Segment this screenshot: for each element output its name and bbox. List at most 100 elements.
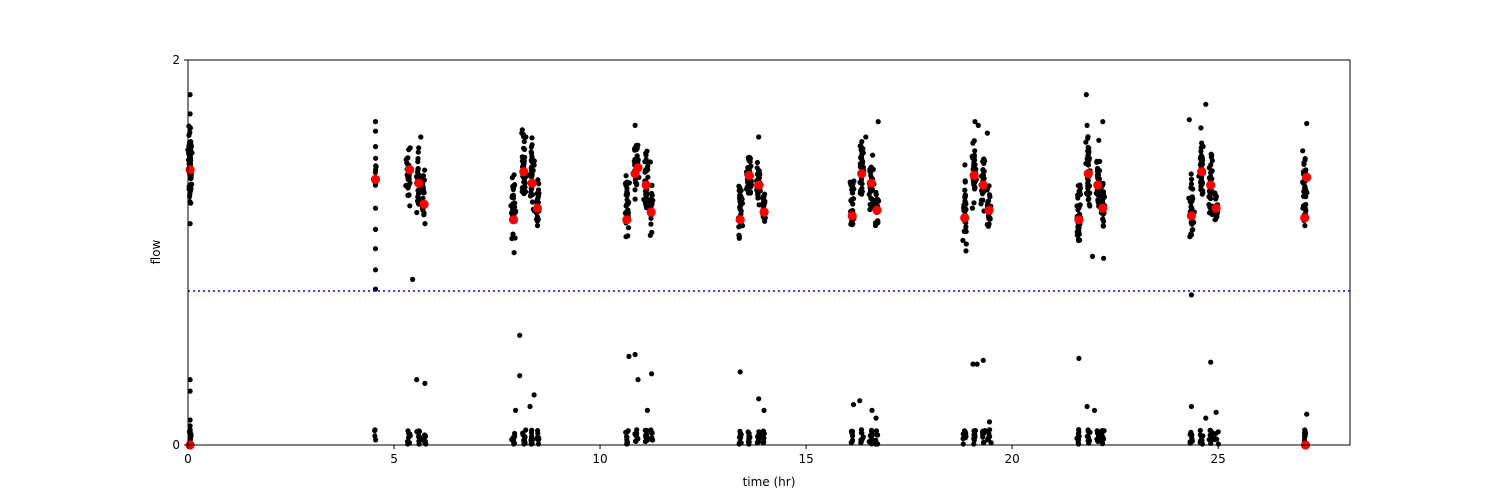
raw-data-point: [873, 441, 879, 447]
raw-data-point: [971, 441, 977, 447]
raw-data-point: [851, 178, 857, 184]
raw-data-point: [1304, 411, 1310, 417]
raw-data-point: [981, 168, 987, 174]
raw-data-point: [529, 155, 535, 161]
raw-data-point: [737, 196, 743, 203]
raw-data-point: [960, 237, 966, 243]
raw-data-point: [523, 189, 529, 195]
raw-data-point: [534, 223, 541, 229]
raw-data-point: [1076, 205, 1082, 211]
raw-data-point: [644, 148, 650, 154]
raw-data-point: [975, 122, 981, 128]
raw-data-point: [624, 197, 630, 203]
raw-data-point: [650, 197, 656, 203]
raw-data-point: [509, 175, 515, 181]
raw-data-point: [970, 361, 976, 367]
raw-data-point: [860, 434, 867, 440]
raw-data-point: [1188, 292, 1194, 298]
raw-data-point: [1208, 436, 1214, 442]
raw-data-point: [372, 267, 379, 273]
raw-data-point: [756, 168, 762, 174]
raw-data-point: [373, 437, 379, 443]
raw-data-point: [982, 428, 988, 434]
raw-data-point: [1096, 168, 1103, 174]
raw-data-point: [416, 441, 422, 447]
raw-data-point: [1086, 196, 1092, 202]
raw-data-point: [962, 435, 969, 441]
raw-data-point: [848, 182, 854, 188]
summary-data-point: [508, 215, 519, 225]
raw-data-point: [1086, 145, 1092, 151]
raw-data-point: [858, 190, 864, 196]
raw-data-point: [972, 433, 978, 439]
raw-data-point: [981, 175, 987, 181]
raw-data-point: [986, 419, 993, 425]
summary-data-point: [866, 178, 876, 188]
raw-data-point: [1212, 190, 1218, 196]
raw-data-point: [1302, 433, 1308, 439]
raw-data-point: [1076, 231, 1082, 237]
raw-data-point: [420, 173, 426, 179]
raw-data-point: [535, 428, 541, 434]
raw-data-point: [1208, 359, 1214, 365]
raw-data-point: [761, 194, 767, 200]
raw-data-point: [1300, 205, 1306, 211]
raw-data-point: [1208, 174, 1214, 180]
raw-data-point: [521, 437, 527, 443]
raw-data-point: [186, 147, 192, 153]
raw-data-point: [755, 434, 761, 440]
raw-data-point: [643, 192, 650, 198]
raw-data-point: [372, 128, 379, 134]
raw-data-point: [187, 417, 193, 423]
raw-data-point: [624, 189, 630, 195]
x-tick-label: 15: [798, 452, 813, 466]
raw-data-point: [962, 194, 968, 200]
raw-data-point: [372, 205, 379, 211]
raw-data-point: [978, 197, 985, 203]
raw-data-point: [372, 144, 379, 150]
raw-data-point: [634, 153, 640, 159]
summary-data-point: [370, 174, 381, 184]
raw-data-point: [534, 197, 540, 203]
raw-data-point: [634, 145, 640, 151]
raw-data-point: [980, 357, 986, 363]
raw-data-point: [372, 182, 378, 188]
raw-data-point: [756, 175, 762, 181]
raw-data-point: [737, 369, 743, 375]
raw-data-point: [632, 438, 639, 444]
raw-data-point: [1077, 189, 1083, 195]
raw-data-point: [961, 228, 967, 234]
raw-data-point: [416, 187, 422, 193]
raw-data-point: [511, 250, 517, 256]
y-axis-ticks: 02: [172, 53, 188, 452]
raw-data-point: [510, 186, 516, 193]
raw-data-point: [962, 202, 969, 208]
raw-data-point: [859, 153, 865, 159]
raw-data-point: [418, 134, 424, 140]
x-axis-ticks: 0 5 10 15 20 25: [184, 445, 1226, 466]
raw-data-point: [1084, 433, 1090, 439]
raw-data-point: [971, 152, 978, 158]
raw-data-point: [1083, 139, 1089, 145]
raw-data-point: [748, 184, 754, 190]
raw-data-point: [642, 427, 648, 433]
raw-data-point: [1301, 193, 1307, 199]
raw-data-point: [736, 233, 742, 240]
raw-data-point: [1207, 427, 1213, 433]
raw-data-point: [738, 431, 744, 437]
raw-data-point: [522, 180, 528, 186]
summary-data-point: [405, 165, 415, 175]
raw-data-point: [404, 160, 410, 166]
summary-data-point: [419, 199, 429, 209]
raw-data-point: [1075, 195, 1081, 201]
raw-data-point: [509, 193, 515, 199]
raw-data-point: [1198, 433, 1204, 439]
raw-data-point: [372, 226, 379, 232]
summary-data-point: [1211, 203, 1221, 213]
raw-data-point: [625, 233, 631, 239]
raw-data-point: [406, 176, 412, 182]
raw-data-point: [1096, 137, 1102, 143]
raw-data-point: [868, 165, 874, 171]
raw-data-point: [405, 438, 411, 445]
raw-data-point: [963, 248, 969, 254]
